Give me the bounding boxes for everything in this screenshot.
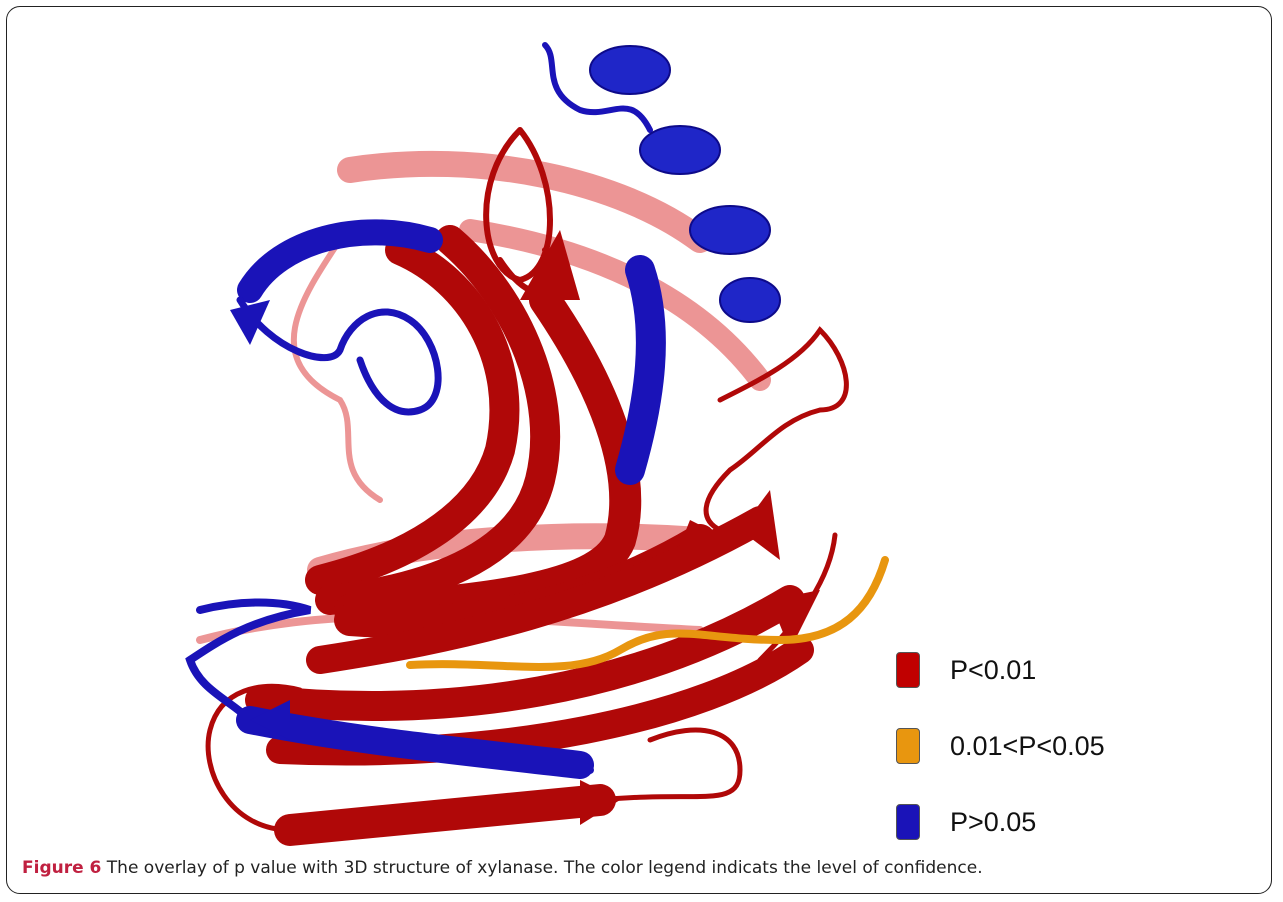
figure-label: Figure 6 — [22, 858, 102, 878]
legend-swatch — [896, 728, 920, 764]
legend-label: 0.01<P<0.05 — [950, 730, 1105, 761]
figure-caption: Figure 6 The overlay of p value with 3D … — [22, 858, 983, 878]
legend-label: P<0.01 — [950, 654, 1037, 685]
figure-frame — [6, 6, 1272, 894]
caption-text: The overlay of p value with 3D structure… — [106, 858, 983, 878]
legend-entry: 0.01<P<0.05 — [896, 728, 1105, 764]
legend-swatch — [896, 804, 920, 840]
protein-structure — [185, 42, 889, 846]
legend-swatch — [896, 652, 920, 688]
legend-label: P>0.05 — [950, 806, 1037, 837]
legend-entry: P>0.05 — [896, 804, 1036, 840]
legend-entry: P<0.01 — [896, 652, 1036, 688]
